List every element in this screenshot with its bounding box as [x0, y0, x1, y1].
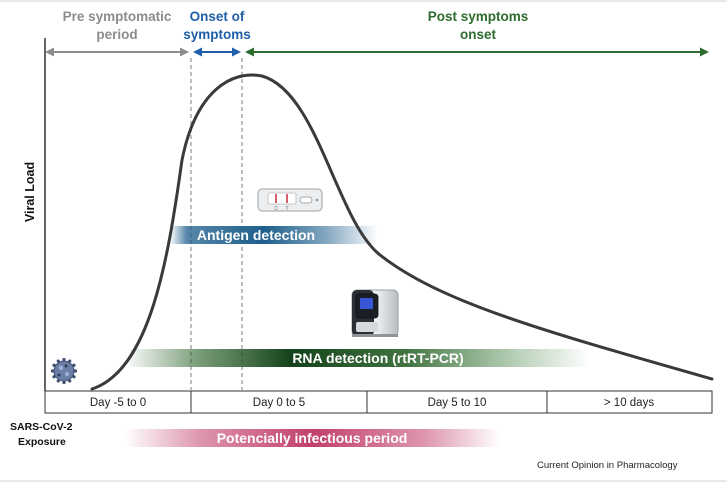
virus-spike	[73, 369, 78, 373]
exposure-label-line2: Exposure	[18, 436, 66, 448]
post-symptoms-title-line2: onset	[460, 27, 497, 42]
post-symptoms-title-line1: Post symptoms	[428, 9, 529, 24]
antigen-detection-band	[170, 226, 378, 244]
timeline-cell-2: Day 0 to 5	[253, 397, 305, 409]
virus-spike	[72, 363, 76, 367]
virus-spike	[72, 375, 76, 379]
pre-symptomatic-title-line1: Pre symptomatic	[63, 9, 172, 24]
svg-text:C: C	[274, 206, 278, 212]
post-symptoms-arrow	[245, 47, 709, 57]
infectious-period-label: Potencially infectious period	[217, 430, 408, 446]
virus-spike	[62, 357, 66, 362]
timeline-bar	[44, 390, 713, 414]
virus-spike	[52, 363, 56, 367]
timeline-cell-1: Day -5 to 0	[90, 397, 146, 409]
virus-spike	[56, 379, 60, 383]
virus-spike	[68, 379, 72, 383]
antigen-test-cassette-icon: C T	[257, 188, 323, 212]
svg-text:T: T	[285, 206, 288, 212]
sars-cov-2-virus-icon	[50, 357, 78, 385]
timeline-cell-4: > 10 days	[604, 397, 654, 409]
pcr-machine-icon	[351, 289, 399, 337]
pre-symptomatic-arrow	[45, 47, 189, 57]
onset-arrow	[193, 47, 241, 57]
journal-credit: Current Opinion in Pharmacology	[537, 460, 678, 471]
y-axis-label: Viral Load	[23, 162, 37, 222]
virus-spike	[52, 375, 56, 379]
viral-load-curve	[90, 73, 714, 391]
infectious-period-band	[125, 429, 500, 447]
virus-spike	[68, 359, 72, 363]
virus-spike	[56, 359, 60, 363]
onset-title-line2: symptoms	[183, 27, 251, 42]
virus-spike	[62, 380, 66, 385]
exposure-label-line1: SARS-CoV-2	[10, 421, 73, 433]
pre-symptomatic-title-line2: period	[96, 27, 137, 42]
rna-detection-band	[130, 349, 590, 367]
onset-title-line1: Onset of	[190, 9, 245, 24]
rna-detection-label: RNA detection (rtRT-PCR)	[292, 350, 463, 366]
virus-spike	[50, 369, 55, 373]
antigen-detection-label: Antigen detection	[197, 227, 315, 243]
timeline-cell-3: Day 5 to 10	[428, 397, 487, 409]
